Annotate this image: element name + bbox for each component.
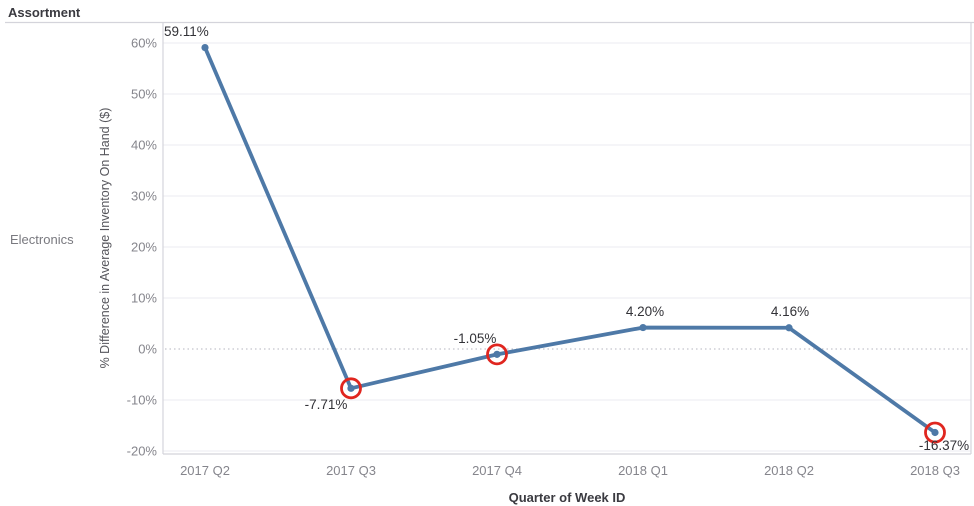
- y-tick-label: 60%: [131, 36, 157, 51]
- highlight-ring-2017-q4[interactable]: [486, 343, 508, 366]
- point-label: 59.11%: [164, 24, 209, 39]
- x-tick-label-2017-q3[interactable]: 2017 Q3: [326, 463, 376, 478]
- y-tick-label: -20%: [127, 444, 158, 459]
- y-tick-label: 0%: [138, 342, 157, 357]
- x-tick-label-2018-q3[interactable]: 2018 Q3: [910, 463, 960, 478]
- y-tick-label: 50%: [131, 87, 157, 102]
- point-label: 4.20%: [626, 304, 664, 319]
- y-tick-label: 20%: [131, 240, 157, 255]
- x-tick-label-2018-q2[interactable]: 2018 Q2: [764, 463, 814, 478]
- data-point-2018-q1[interactable]: [639, 323, 647, 332]
- x-tick-label-2018-q1[interactable]: 2018 Q1: [618, 463, 668, 478]
- data-point-2017-q4[interactable]: [493, 350, 501, 358]
- series-line: [203, 45, 937, 435]
- data-point-2018-q3[interactable]: [931, 428, 939, 437]
- point-label: -1.05%: [454, 331, 497, 346]
- highlight-ring-2018-q3[interactable]: [924, 421, 946, 444]
- row-label-electronics: Electronics: [10, 232, 74, 247]
- x-tick-label-2017-q4[interactable]: 2017 Q4: [472, 463, 522, 478]
- y-tick-label: 40%: [131, 138, 157, 153]
- data-point-2017-q3[interactable]: [347, 384, 355, 392]
- point-label: 4.16%: [771, 304, 809, 319]
- data-point-2017-q2[interactable]: [201, 43, 209, 52]
- highlight-ring-2017-q3[interactable]: [340, 377, 362, 400]
- data-point-2018-q2[interactable]: [785, 324, 793, 332]
- point-label: -7.71%: [305, 397, 348, 412]
- x-axis-title: Quarter of Week ID: [508, 490, 626, 505]
- point-label: -16.37%: [919, 438, 969, 453]
- sheet-title: Assortment: [8, 5, 81, 20]
- y-tick-label: -10%: [127, 393, 158, 408]
- y-tick-label: 10%: [131, 291, 157, 306]
- y-tick-label: 30%: [131, 189, 157, 204]
- x-tick-label-2017-q2[interactable]: 2017 Q2: [180, 463, 230, 478]
